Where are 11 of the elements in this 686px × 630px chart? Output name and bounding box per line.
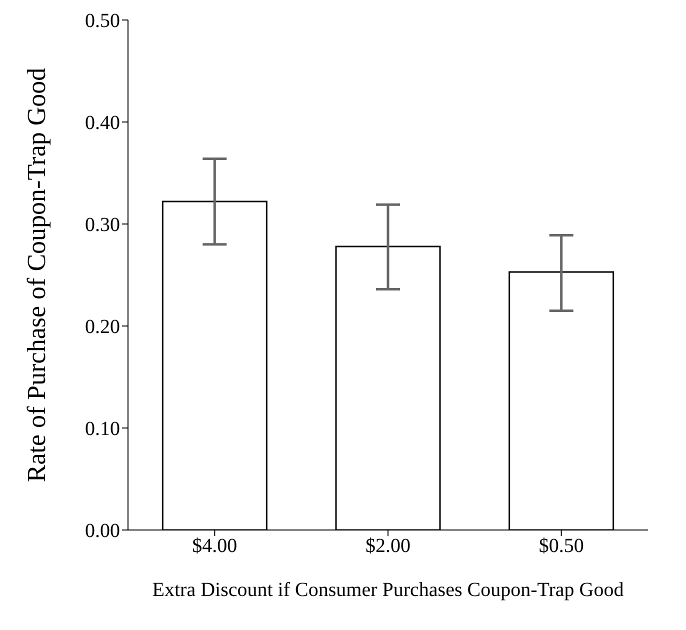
- y-tick-label: 0.30: [85, 214, 120, 236]
- x-axis-title: Extra Discount if Consumer Purchases Coupon-Trap Good: [152, 579, 624, 601]
- y-axis-title: Rate of Purchase of Coupon-Trap Good: [22, 68, 52, 482]
- x-tick-label: $2.00: [366, 535, 410, 558]
- x-tick-label: $0.50: [538, 535, 584, 558]
- x-tick-label: $4.00: [192, 535, 238, 558]
- y-tick-label: 0.20: [85, 316, 120, 338]
- y-tick-label: 0.50: [85, 10, 120, 32]
- y-tick-label: 0.40: [85, 112, 120, 134]
- y-tick-label: 0.00: [85, 520, 120, 542]
- y-tick-label: 0.10: [85, 418, 120, 440]
